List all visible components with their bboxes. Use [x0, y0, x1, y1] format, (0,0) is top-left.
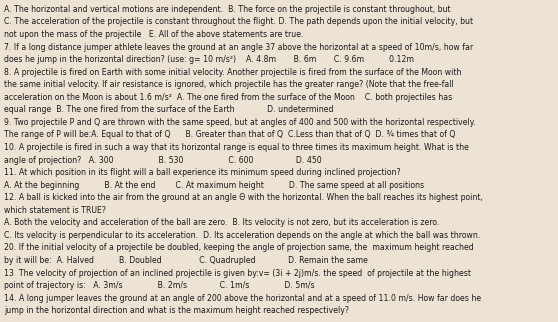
Text: by it will be:  A. Halved          B. Doubled               C. Quadrupled       : by it will be: A. Halved B. Doubled C. Q…	[4, 256, 368, 265]
Text: 11. At which position in its flight will a ball experience its minimum speed dur: 11. At which position in its flight will…	[4, 168, 401, 177]
Text: C. The acceleration of the projectile is constant throughout the flight. D. The : C. The acceleration of the projectile is…	[4, 17, 474, 26]
Text: 14. A long jumper leaves the ground at an angle of 200 above the horizontal and : 14. A long jumper leaves the ground at a…	[4, 294, 482, 303]
Text: point of trajectory is:   A. 3m/s              B. 2m/s             C. 1m/s      : point of trajectory is: A. 3m/s B. 2m/s …	[4, 281, 315, 290]
Text: not upon the mass of the projectile   E. All of the above statements are true.: not upon the mass of the projectile E. A…	[4, 30, 304, 39]
Text: angle of projection?   A. 300                  B. 530                  C. 600   : angle of projection? A. 300 B. 530 C. 60…	[4, 156, 322, 165]
Text: equal range  B. The one fired from the surface of the Earth             D. undet: equal range B. The one fired from the su…	[4, 105, 334, 114]
Text: The range of P will be:A. Equal to that of Q      B. Greater than that of Q  C.L: The range of P will be:A. Equal to that …	[4, 130, 456, 139]
Text: which statement is TRUE?: which statement is TRUE?	[4, 206, 107, 215]
Text: 8. A projectile is fired on Earth with some initial velocity. Another projectile: 8. A projectile is fired on Earth with s…	[4, 68, 462, 77]
Text: A. The horizontal and vertical motions are independent.  B. The force on the pro: A. The horizontal and vertical motions a…	[4, 5, 451, 14]
Text: 20. If the initial velocity of a projectile be doubled, keeping the angle of pro: 20. If the initial velocity of a project…	[4, 243, 474, 252]
Text: does he jump in the horizontal direction? (use: g= 10 m/s²)    A. 4.8m       B. : does he jump in the horizontal direction…	[4, 55, 415, 64]
Text: A. Both the velocity and acceleration of the ball are zero.  B. Its velocity is : A. Both the velocity and acceleration of…	[4, 218, 440, 227]
Text: jump in the horizontal direction and what is the maximum height reached respecti: jump in the horizontal direction and wha…	[4, 306, 349, 315]
Text: acceleration on the Moon is about 1.6 m/s²  A. The one fired from the surface of: acceleration on the Moon is about 1.6 m/…	[4, 93, 453, 102]
Text: 7. If a long distance jumper athlete leaves the ground at an angle 37 above the : 7. If a long distance jumper athlete lea…	[4, 43, 474, 52]
Text: A. At the beginning          B. At the end        C. At maximum height          : A. At the beginning B. At the end C. At …	[4, 181, 425, 190]
Text: the same initial velocity. If air resistance is ignored, which projectile has th: the same initial velocity. If air resist…	[4, 80, 454, 89]
Text: 13  The velocity of projection of an inclined projectile is given by:v= (3i + 2j: 13 The velocity of projection of an incl…	[4, 269, 472, 278]
Text: 9. Two projectile P and Q are thrown with the same speed, but at angles of 400 a: 9. Two projectile P and Q are thrown wit…	[4, 118, 476, 127]
Text: 12. A ball is kicked into the air from the ground at an angle Θ with the horizon: 12. A ball is kicked into the air from t…	[4, 193, 483, 202]
Text: C. Its velocity is perpendicular to its acceleration.  D. Its acceleration depen: C. Its velocity is perpendicular to its …	[4, 231, 481, 240]
Text: 10. A projectile is fired in such a way that its horizontal range is equal to th: 10. A projectile is fired in such a way …	[4, 143, 469, 152]
